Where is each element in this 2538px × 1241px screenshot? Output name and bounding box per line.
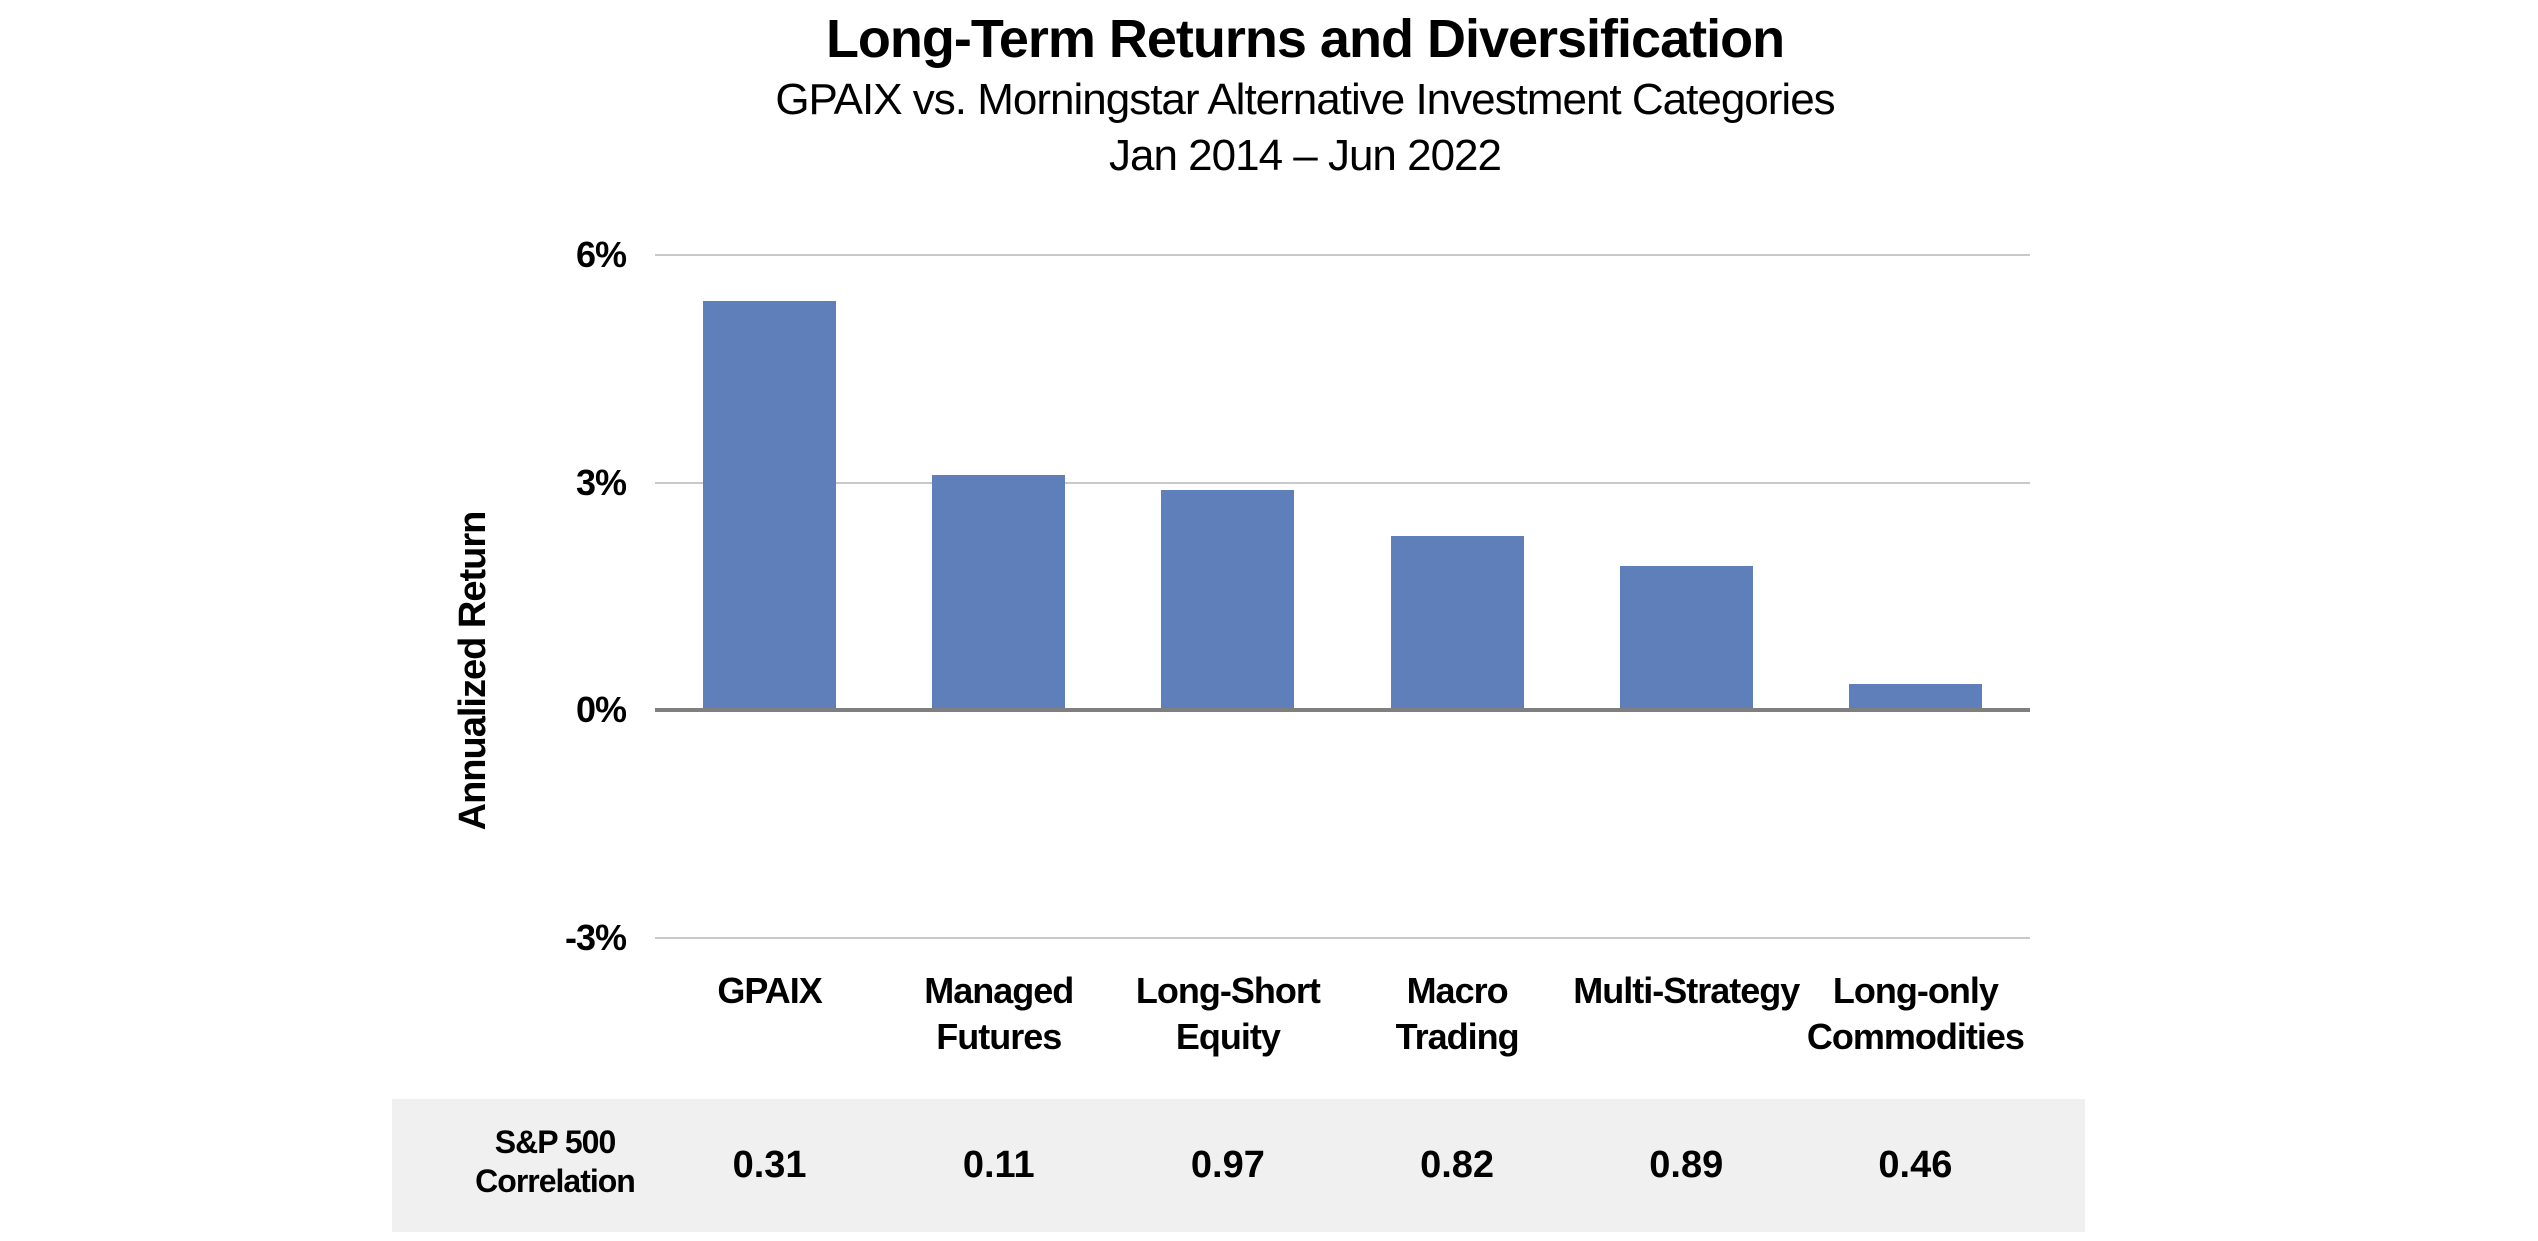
gridline	[655, 937, 2030, 939]
y-axis-title: Annualized Return	[452, 511, 494, 831]
bar-long-short-equity	[1161, 490, 1295, 711]
category-label: Macro Trading	[1395, 970, 1520, 1057]
chart-title: Long-Term Returns and Diversification	[825, 9, 1785, 69]
chart-period: Jan 2014 – Jun 2022	[1108, 131, 1502, 180]
category-label: GPAIX	[717, 970, 822, 1011]
correlation-row-label: S&P 500 Correlation	[392, 1123, 718, 1201]
correlation-row-label-line1: S&P 500	[494, 1124, 617, 1160]
bar-multi-strategy	[1619, 566, 1753, 711]
correlation-row-label-line2: Correlation	[475, 1163, 636, 1199]
category-label: Multi-Strategy	[1573, 970, 1800, 1011]
bar-long-only-commodities	[1848, 683, 1982, 711]
x-axis-baseline	[655, 708, 2030, 713]
bar-managed-futures	[932, 475, 1066, 711]
correlation-value: 0.82	[1420, 1144, 1495, 1186]
chart-header: Long-Term Returns and Diversification GP…	[72, 6, 2538, 184]
correlation-table-band	[392, 1099, 2085, 1232]
y-tick-label: 0%	[575, 689, 627, 731]
category-label: Long-Short Equity	[1135, 970, 1321, 1057]
correlation-value: 0.46	[1878, 1144, 1953, 1186]
category-label: Managed Futures	[924, 970, 1074, 1057]
y-tick-label: 3%	[575, 461, 627, 503]
correlation-value: 0.89	[1649, 1144, 1724, 1186]
y-tick-label: 6%	[575, 234, 627, 275]
bar-macro-trading	[1390, 535, 1524, 711]
gridline	[655, 254, 2030, 256]
category-label: Long-only Commodities	[1806, 970, 2025, 1057]
correlation-value: 0.31	[732, 1144, 807, 1186]
correlation-value: 0.97	[1190, 1144, 1265, 1186]
correlation-value: 0.11	[962, 1144, 1035, 1186]
bar-gpaix	[703, 300, 837, 711]
chart-subtitle: GPAIX vs. Morningstar Alternative Invest…	[775, 75, 1835, 124]
y-tick-label: -3%	[564, 917, 627, 958]
gridline	[655, 481, 2030, 484]
